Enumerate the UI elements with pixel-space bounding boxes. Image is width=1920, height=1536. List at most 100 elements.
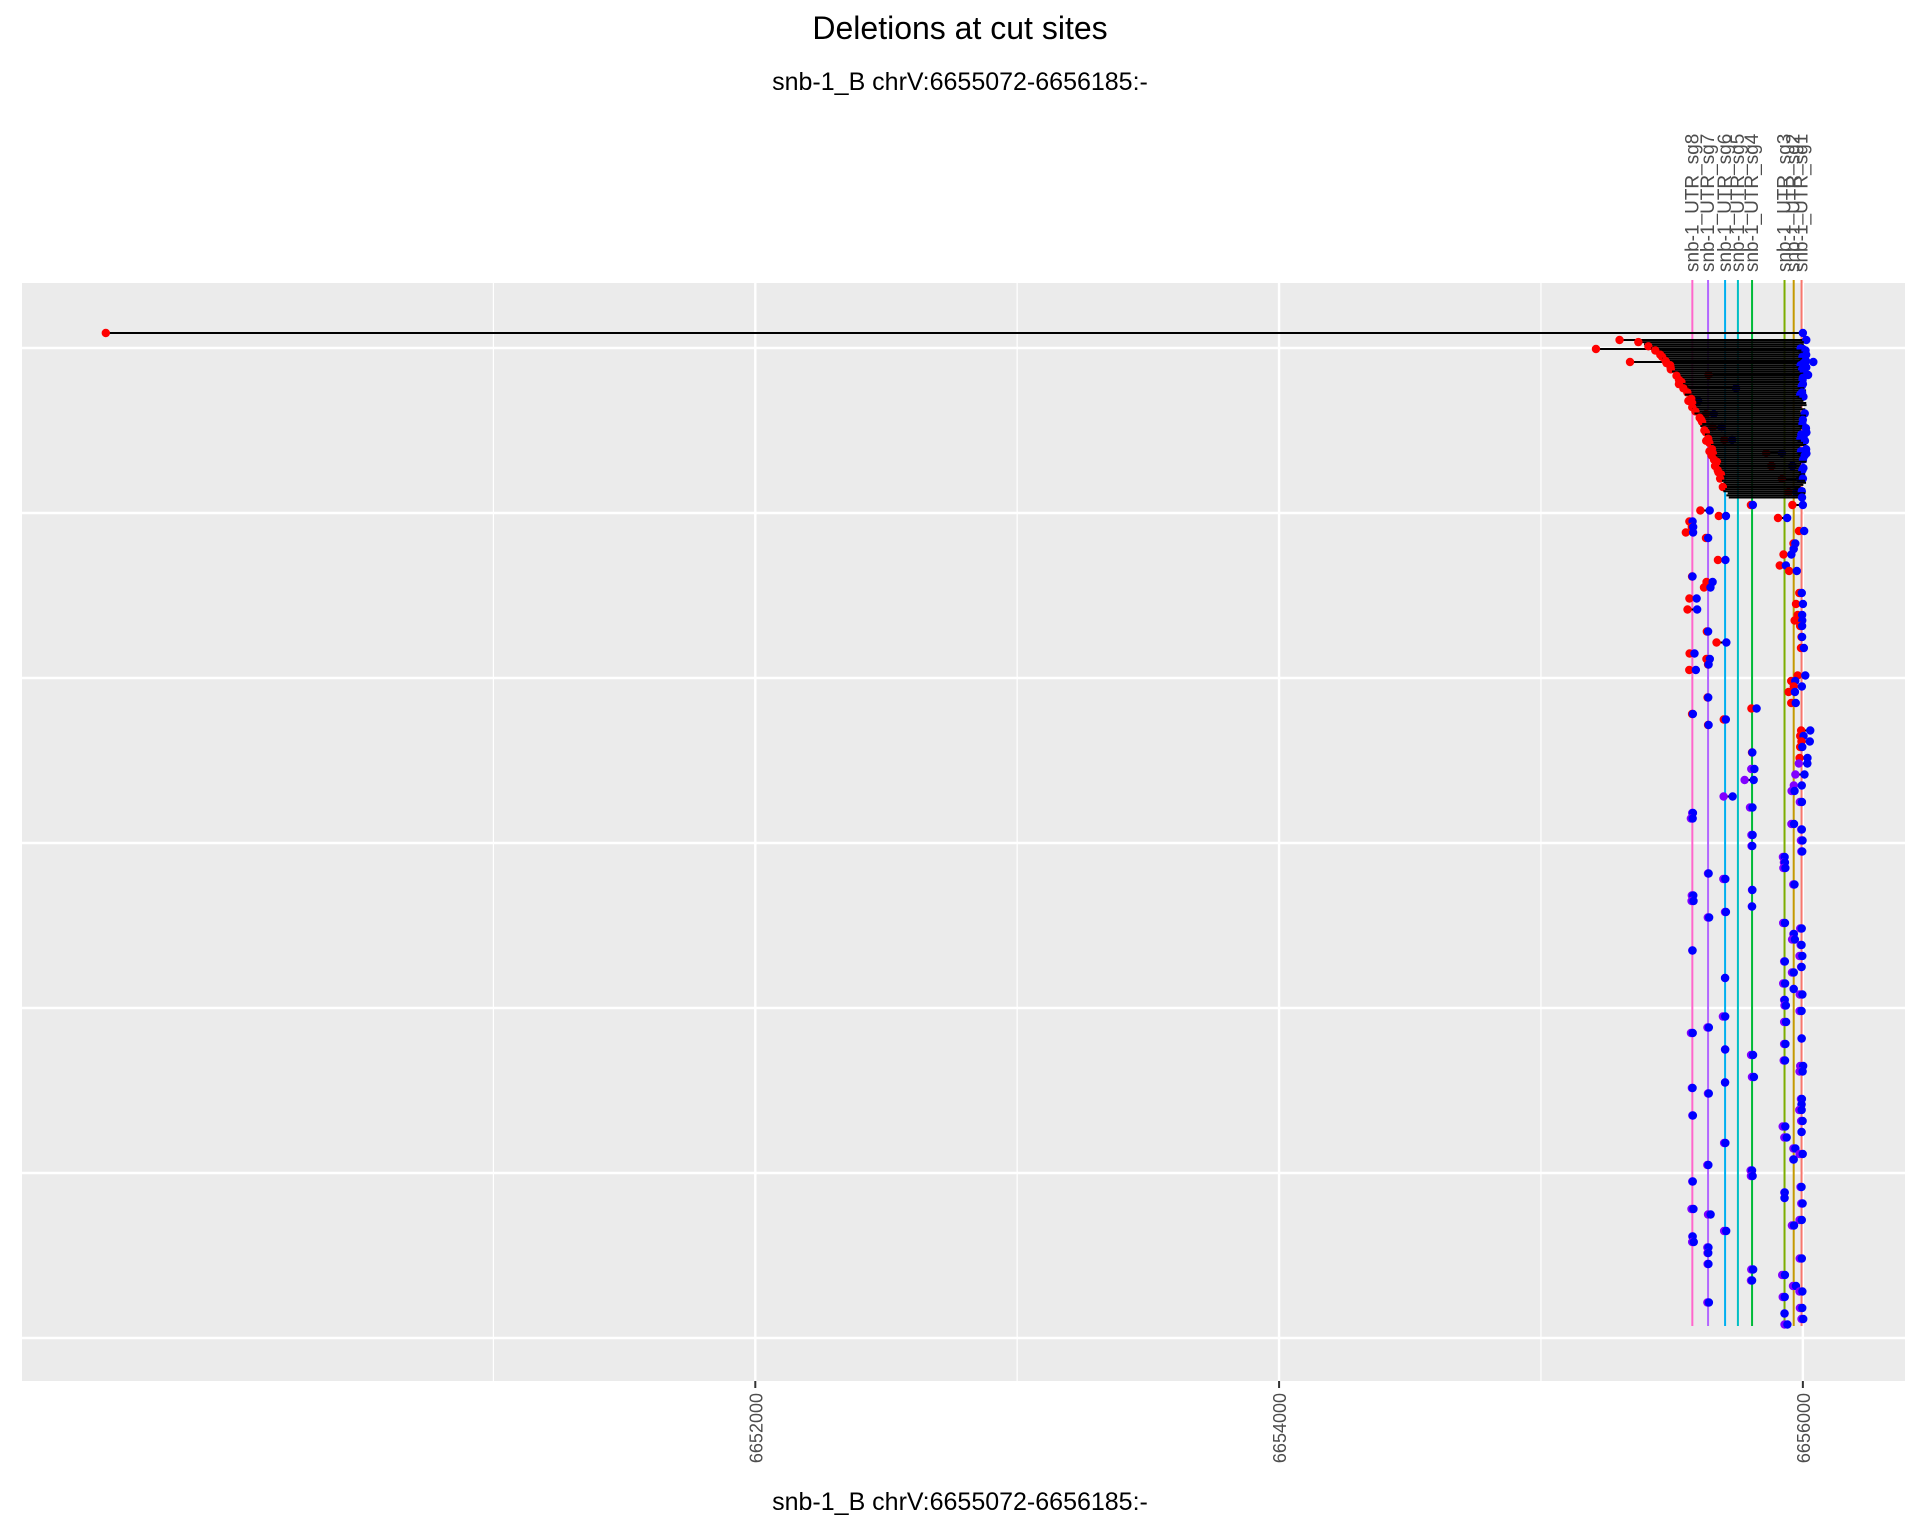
deletion-start-point <box>1713 555 1723 565</box>
guide-label: snb-1_UTR_sg6 <box>1715 134 1736 272</box>
deletion-end-point <box>1797 621 1807 631</box>
deletion-start-point <box>101 328 111 338</box>
chart-title: Deletions at cut sites <box>812 10 1108 46</box>
deletion-start-point <box>1699 583 1709 592</box>
x-tick-label: 6654000 <box>1270 1393 1290 1463</box>
deletion-end-point <box>1704 1023 1714 1032</box>
deletion-end-point <box>1748 1265 1758 1274</box>
deletion-start-point <box>1591 344 1601 354</box>
deletion-end-point <box>1797 781 1806 790</box>
deletion-end-point <box>1783 1320 1792 1329</box>
deletion-end-point <box>1748 1171 1757 1181</box>
guide-label: snb-1_UTR_sg5 <box>1728 134 1749 272</box>
x-tick-label: 6656000 <box>1794 1393 1814 1463</box>
deletion-end-point <box>1728 792 1737 801</box>
deletion-start-point <box>1790 616 1799 625</box>
deletion-end-point <box>1799 1314 1808 1324</box>
deletion-end-point <box>1704 869 1713 878</box>
deletion-end-point <box>1720 1078 1730 1087</box>
deletion-end-point <box>1797 1182 1806 1192</box>
deletion-end-point <box>1798 951 1807 961</box>
deletion-end-point <box>1800 770 1809 779</box>
deletion-end-point <box>1797 588 1806 598</box>
deletion-start-point <box>1712 638 1721 647</box>
deletion-end-point <box>1809 357 1818 367</box>
deletion-start-point <box>1784 687 1793 697</box>
deletion-end-point <box>1780 1309 1789 1318</box>
deletion-end-point <box>1798 1149 1807 1159</box>
deletion-end-point <box>1748 830 1757 840</box>
deletion-start-point <box>1788 500 1797 510</box>
deletion-end-point <box>1748 803 1757 812</box>
deletion-end-point <box>1798 836 1807 845</box>
deletion-end-point <box>1720 973 1730 983</box>
deletion-end-point <box>1689 896 1698 906</box>
deletion-end-point <box>1790 687 1800 697</box>
deletion-end-point <box>1721 1012 1730 1021</box>
deletion-end-point <box>1789 1221 1799 1230</box>
deletion-end-point <box>1791 698 1800 708</box>
deletion-start-point <box>1718 482 1728 492</box>
plot-panel <box>22 283 1905 1381</box>
deletion-end-point <box>1688 814 1697 823</box>
deletion-end-point <box>1798 847 1807 856</box>
deletion-end-point <box>1722 1226 1731 1236</box>
deletion-end-point <box>1721 874 1730 884</box>
deletion-end-point <box>1704 1298 1714 1307</box>
deletion-end-point <box>1781 1017 1791 1027</box>
deletion-end-point <box>1688 572 1697 581</box>
deletion-end-point <box>1721 907 1731 917</box>
deletion-end-point <box>1797 962 1806 972</box>
deletion-end-point <box>1797 825 1807 834</box>
guide-label: snb-1_UTR_sg8 <box>1682 134 1703 272</box>
deletion-end-point <box>1689 1237 1698 1247</box>
deletion-end-point <box>1797 940 1806 950</box>
deletion-end-point <box>1703 627 1713 636</box>
deletion-end-point <box>1780 1193 1789 1203</box>
guide-label: snb-1_UTR_sg7 <box>1698 134 1719 272</box>
deletion-end-point <box>1801 671 1810 680</box>
deletion-end-point <box>1703 533 1713 543</box>
deletion-end-point <box>1797 924 1806 933</box>
deletion-end-point <box>1722 638 1731 647</box>
deletion-end-point <box>1803 759 1812 768</box>
deletion-end-point <box>1721 715 1731 724</box>
deletion-end-point <box>1688 528 1698 537</box>
deletion-end-point <box>1780 1292 1789 1302</box>
deletion-end-point <box>1797 1006 1806 1016</box>
deletion-end-point <box>1706 1210 1715 1219</box>
deletion-end-point <box>1789 968 1798 977</box>
deletion-end-point <box>1781 863 1790 873</box>
deletion-end-point <box>1706 583 1715 592</box>
deletion-start-point <box>1685 665 1694 675</box>
deletion-end-point <box>1692 605 1702 614</box>
deletion-start-point <box>1634 337 1643 347</box>
deletion-end-point <box>1798 1287 1807 1296</box>
deletion-start-point <box>1714 511 1724 521</box>
deletion-end-point <box>1797 1127 1806 1137</box>
deletion-end-point <box>1798 1303 1807 1313</box>
deletion-end-point <box>1748 748 1757 757</box>
deletion-start-point <box>1784 566 1794 576</box>
deletion-start-point <box>1719 792 1728 801</box>
deletion-end-point <box>1798 1116 1807 1126</box>
deletion-end-point <box>1688 1083 1697 1093</box>
deletion-start-point <box>1696 506 1705 515</box>
deletion-end-point <box>1797 1215 1807 1225</box>
deletion-end-point <box>1688 1111 1698 1120</box>
guide-label: snb-1_UTR_sg4 <box>1742 133 1763 272</box>
deletion-end-point <box>1688 709 1698 719</box>
deletion-end-point <box>1704 693 1713 702</box>
deletion-end-point <box>1691 665 1701 675</box>
deletion-end-point <box>1790 786 1799 796</box>
deletion-end-point <box>1721 1045 1730 1054</box>
deletion-end-point <box>1780 979 1790 988</box>
chart-subtitle: snb-1_B chrV:6655072-6656185:- <box>772 68 1148 96</box>
deletion-end-point <box>1704 1160 1713 1170</box>
deletion-end-point <box>1798 1199 1807 1208</box>
deletion-end-point <box>1805 737 1815 746</box>
deletion-end-point <box>1798 1067 1807 1076</box>
deletion-start-point <box>1794 759 1804 768</box>
deletion-end-point <box>1780 957 1790 966</box>
deletion-end-point <box>1798 500 1808 510</box>
